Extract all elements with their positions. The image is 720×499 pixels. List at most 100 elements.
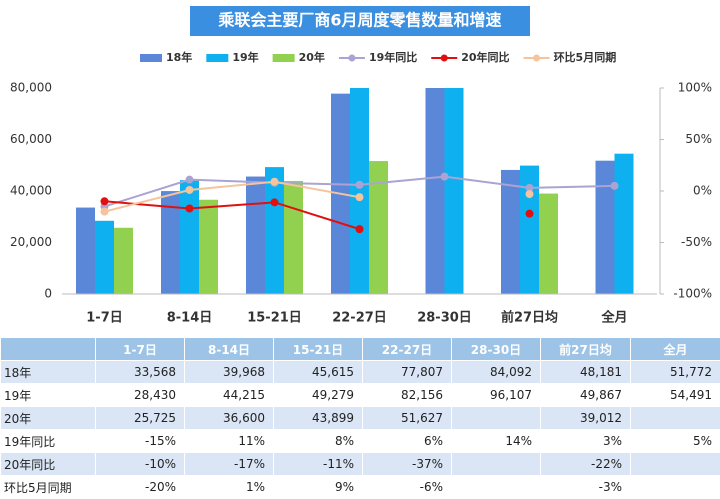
header-cell: 28-30日 bbox=[452, 338, 541, 361]
y-tick-label: 20,000 bbox=[10, 235, 52, 249]
table-cell: 84,092 bbox=[452, 361, 541, 384]
point bbox=[186, 176, 194, 184]
table-cell: 39,968 bbox=[185, 361, 274, 384]
point bbox=[526, 190, 534, 198]
legend-label: 20年同比 bbox=[461, 50, 509, 64]
legend-label: 19年同比 bbox=[369, 50, 417, 64]
point bbox=[271, 198, 279, 206]
y-tick-label: 80,000 bbox=[10, 81, 52, 95]
table-cell: 51,772 bbox=[631, 361, 720, 384]
legend-swatch bbox=[140, 54, 162, 62]
legend-swatch bbox=[273, 54, 295, 62]
line bbox=[105, 182, 360, 212]
table-cell: -11% bbox=[274, 453, 363, 476]
table-row: 19年同比-15%11%8%6%14%3%5% bbox=[1, 430, 720, 453]
bar bbox=[426, 77, 445, 294]
table-cell: -15% bbox=[96, 430, 185, 453]
table-cell: 5% bbox=[631, 430, 720, 453]
legend-label: 20年 bbox=[299, 50, 325, 64]
table-cell: 8% bbox=[274, 430, 363, 453]
y2-tick-label: 0% bbox=[693, 184, 712, 198]
bar bbox=[95, 221, 114, 294]
y2-tick-label: 100% bbox=[678, 81, 712, 95]
chart: 乘联会主要厂商6月周度零售数量和增速 020,00040,00060,00080… bbox=[0, 0, 720, 337]
table-cell: 77,807 bbox=[363, 361, 452, 384]
bar bbox=[445, 47, 464, 294]
point bbox=[356, 225, 364, 233]
point bbox=[271, 178, 279, 186]
line bbox=[105, 201, 360, 229]
header-cell: 22-27日 bbox=[363, 338, 452, 361]
y-tick-label: 40,000 bbox=[10, 184, 52, 198]
row-label: 18年 bbox=[1, 361, 96, 384]
table-cell: 96,107 bbox=[452, 384, 541, 407]
legend-swatch bbox=[206, 54, 228, 62]
header-cell bbox=[1, 338, 96, 361]
table-cell: -17% bbox=[185, 453, 274, 476]
x-tick-label: 全月 bbox=[600, 310, 627, 326]
row-label: 20年 bbox=[1, 407, 96, 430]
table-cell: -37% bbox=[363, 453, 452, 476]
table-cell bbox=[452, 407, 541, 430]
table-cell: 1% bbox=[185, 476, 274, 499]
header-cell: 前27日均 bbox=[541, 338, 631, 361]
bar bbox=[615, 154, 634, 294]
point bbox=[441, 173, 449, 181]
table-cell: 49,279 bbox=[274, 384, 363, 407]
legend-marker bbox=[441, 55, 448, 62]
table-cell: 54,491 bbox=[631, 384, 720, 407]
table-cell: 6% bbox=[363, 430, 452, 453]
bar bbox=[369, 161, 388, 294]
point bbox=[356, 181, 364, 189]
table-cell bbox=[631, 453, 720, 476]
legend-label: 18年 bbox=[166, 50, 192, 64]
header-cell: 1-7日 bbox=[96, 338, 185, 361]
table-cell: 14% bbox=[452, 430, 541, 453]
table-cell: 11% bbox=[185, 430, 274, 453]
table-cell: -10% bbox=[96, 453, 185, 476]
plot bbox=[76, 47, 634, 294]
table-row: 20年同比-10%-17%-11%-37%-22% bbox=[1, 453, 720, 476]
table-cell: 43,899 bbox=[274, 407, 363, 430]
point bbox=[611, 182, 619, 190]
row-label: 19年 bbox=[1, 384, 96, 407]
y2-tick-label: -100% bbox=[673, 287, 712, 301]
table-cell: 28,430 bbox=[96, 384, 185, 407]
bar bbox=[114, 228, 133, 294]
y2-tick-label: 50% bbox=[685, 132, 712, 146]
table-cell: -3% bbox=[541, 476, 631, 499]
point bbox=[186, 205, 194, 213]
bar bbox=[180, 180, 199, 294]
bar bbox=[246, 177, 265, 294]
table-cell: -6% bbox=[363, 476, 452, 499]
table-cell: 39,012 bbox=[541, 407, 631, 430]
legend-marker bbox=[533, 55, 540, 62]
bar bbox=[284, 181, 303, 294]
bar bbox=[501, 170, 520, 294]
table-cell: -22% bbox=[541, 453, 631, 476]
table-cell: 49,867 bbox=[541, 384, 631, 407]
legend-label: 19年 bbox=[232, 50, 258, 64]
y-tick-label: 60,000 bbox=[10, 132, 52, 146]
bar bbox=[76, 208, 95, 294]
header-cell: 15-21日 bbox=[274, 338, 363, 361]
table-cell bbox=[631, 407, 720, 430]
table-cell: 82,156 bbox=[363, 384, 452, 407]
table-cell bbox=[452, 453, 541, 476]
legend-label: 环比5月同期 bbox=[554, 50, 617, 64]
header-cell: 全月 bbox=[631, 338, 720, 361]
table-row: 环比5月同期-20%1%9%-6%-3% bbox=[1, 476, 720, 499]
point bbox=[186, 186, 194, 194]
bar bbox=[199, 200, 218, 294]
y-tick-label: 0 bbox=[44, 287, 52, 301]
legend-marker bbox=[348, 55, 355, 62]
table-cell: 9% bbox=[274, 476, 363, 499]
table-cell: -20% bbox=[96, 476, 185, 499]
x-tick-label: 1-7日 bbox=[86, 311, 123, 326]
header-cell: 8-14日 bbox=[185, 338, 274, 361]
point bbox=[101, 208, 109, 216]
